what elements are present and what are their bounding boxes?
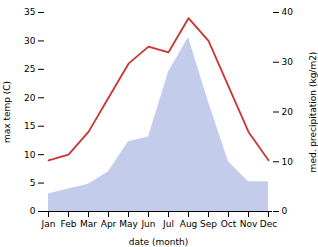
- svg-text:max temp (C): max temp (C): [2, 81, 12, 143]
- svg-text:Dec: Dec: [260, 219, 277, 229]
- svg-text:May: May: [119, 219, 138, 229]
- svg-text:Feb: Feb: [61, 219, 77, 229]
- svg-text:10: 10: [282, 157, 294, 167]
- svg-text:0: 0: [282, 206, 288, 216]
- svg-text:Oct: Oct: [221, 219, 237, 229]
- svg-text:Sep: Sep: [200, 219, 217, 229]
- svg-text:5: 5: [30, 178, 36, 188]
- svg-text:Apr: Apr: [101, 219, 117, 229]
- svg-text:30: 30: [282, 57, 294, 67]
- svg-text:Nov: Nov: [240, 219, 258, 229]
- svg-text:30: 30: [24, 36, 36, 46]
- svg-text:15: 15: [24, 121, 35, 131]
- svg-text:date (month): date (month): [129, 237, 188, 247]
- svg-text:Jun: Jun: [140, 219, 155, 229]
- svg-text:20: 20: [24, 93, 36, 103]
- svg-text:40: 40: [282, 7, 294, 17]
- svg-text:20: 20: [282, 107, 294, 117]
- svg-text:Mar: Mar: [80, 219, 97, 229]
- svg-text:25: 25: [24, 64, 35, 74]
- svg-text:35: 35: [24, 7, 35, 17]
- svg-text:Jul: Jul: [162, 219, 174, 229]
- svg-text:0: 0: [30, 206, 36, 216]
- svg-text:Aug: Aug: [180, 219, 198, 229]
- svg-text:10: 10: [24, 150, 36, 160]
- svg-text:med. precipitation (kg/m2): med. precipitation (kg/m2): [308, 52, 318, 173]
- svg-text:Jan: Jan: [41, 219, 56, 229]
